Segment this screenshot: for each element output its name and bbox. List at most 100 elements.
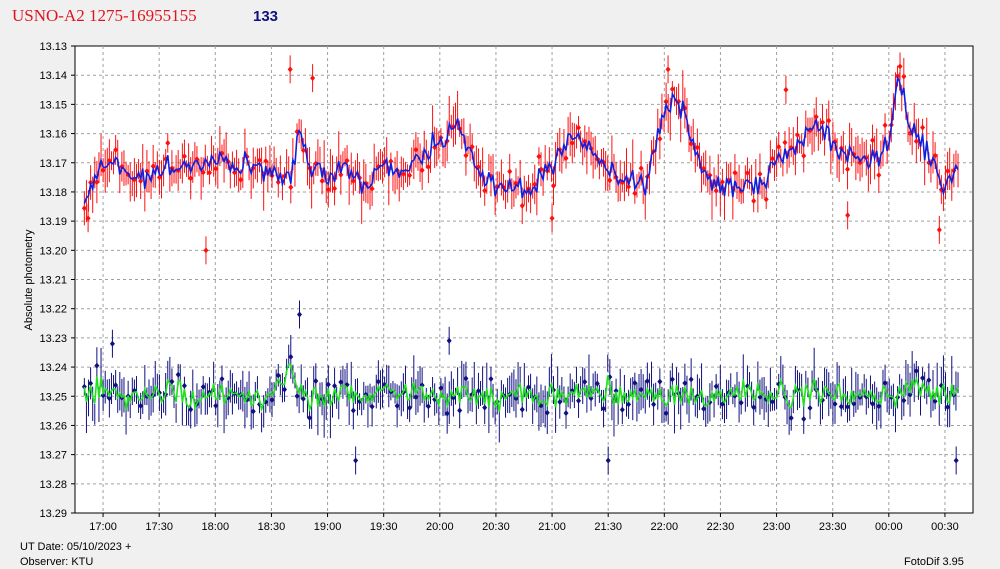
series-variable: [81, 52, 959, 265]
y-tick-label: 13.18: [39, 187, 67, 199]
data-point-outlier: [85, 215, 91, 222]
data-point: [757, 394, 763, 401]
x-tick-label: 22:00: [651, 521, 679, 533]
data-point: [419, 167, 425, 174]
data-point: [601, 405, 607, 412]
y-axis: 13.13 13.14 13.15 13.16 13.17 13.18 13.19 13.20…: [39, 41, 75, 520]
y-tick-label: 13.22: [39, 304, 67, 316]
data-point: [219, 375, 225, 382]
data-point: [551, 182, 557, 189]
data-point: [288, 353, 294, 360]
data-point: [113, 146, 119, 153]
data-point: [425, 163, 431, 170]
data-point: [782, 139, 788, 146]
data-point: [144, 168, 150, 175]
data-point: [769, 398, 775, 405]
data-point: [932, 398, 938, 405]
x-tick-label: 18:00: [202, 521, 230, 533]
data-point: [732, 169, 738, 176]
data-point: [407, 404, 413, 411]
data-point: [81, 383, 87, 390]
x-axis: 17:00 17:30 18:00 18:30 19:00 19:30 20:00 20:30…: [89, 513, 959, 533]
data-point: [701, 405, 707, 412]
data-point: [832, 138, 838, 145]
data-point: [920, 124, 926, 131]
data-point: [113, 382, 119, 389]
data-point: [851, 400, 857, 407]
observer: Observer: KTU: [20, 556, 94, 568]
x-tick-label: 21:30: [594, 521, 622, 533]
data-point: [463, 375, 469, 382]
data-point: [532, 181, 538, 188]
x-tick-label: 20:30: [482, 521, 510, 533]
data-point: [644, 378, 650, 385]
data-point-outlier: [446, 337, 452, 344]
x-tick-label: 00:30: [931, 521, 959, 533]
x-tick-label: 17:00: [89, 521, 117, 533]
data-point: [138, 178, 144, 185]
data-point: [413, 146, 419, 153]
data-point: [369, 185, 375, 192]
data-point: [519, 406, 525, 413]
data-point-outlier: [287, 66, 293, 73]
data-point: [175, 371, 181, 378]
data-point: [626, 401, 632, 408]
data-point-outlier: [783, 86, 789, 93]
y-tick-label: 13.23: [39, 333, 67, 345]
data-point: [444, 410, 450, 417]
y-tick-label: 13.28: [39, 479, 67, 491]
data-point: [338, 171, 344, 178]
data-point: [288, 184, 294, 191]
data-point: [282, 386, 288, 393]
data-point: [657, 378, 663, 385]
data-point: [482, 404, 488, 411]
data-point: [582, 378, 588, 385]
y-tick-label: 13.26: [39, 420, 67, 432]
data-point: [763, 196, 769, 203]
data-point: [663, 410, 669, 417]
data-point: [300, 395, 306, 402]
data-point: [81, 205, 87, 212]
y-tick-label: 13.27: [39, 450, 67, 462]
data-point: [744, 170, 750, 177]
y-tick-label: 13.25: [39, 391, 67, 403]
data-point: [576, 124, 582, 131]
data-point: [338, 379, 344, 386]
data-point: [913, 367, 919, 374]
data-point: [688, 140, 694, 147]
data-point: [344, 157, 350, 164]
y-tick-label: 13.13: [39, 41, 67, 53]
data-point: [932, 152, 938, 159]
data-point: [901, 73, 907, 80]
data-point: [913, 138, 919, 145]
data-point: [794, 131, 800, 138]
data-point: [250, 408, 256, 415]
data-point: [231, 169, 237, 176]
chart-title-star: USNO-A2 1275-16955155: [12, 6, 197, 25]
data-point: [569, 139, 575, 146]
smoothed-line: [83, 75, 959, 204]
data-point: [870, 400, 876, 407]
data-point: [563, 410, 569, 417]
x-tick-label: 19:00: [314, 521, 342, 533]
data-point-outlier: [897, 63, 903, 70]
data-point: [713, 187, 719, 194]
data-point: [300, 147, 306, 154]
data-point: [150, 163, 156, 170]
data-point: [788, 414, 794, 421]
data-point: [901, 397, 907, 404]
ut-date: UT Date: 05/10/2023 +: [20, 541, 132, 553]
data-point-outlier: [109, 340, 115, 347]
data-point: [325, 381, 331, 388]
data-point: [832, 401, 838, 408]
data-point-outlier: [605, 457, 611, 464]
data-point: [257, 157, 263, 164]
x-tick-label: 23:00: [763, 521, 791, 533]
data-point: [457, 407, 463, 414]
data-point: [507, 168, 513, 175]
data-point: [213, 402, 219, 409]
data-point: [425, 403, 431, 410]
data-point-outlier: [936, 226, 942, 233]
data-point: [669, 376, 675, 383]
x-tick-label: 00:00: [875, 521, 903, 533]
